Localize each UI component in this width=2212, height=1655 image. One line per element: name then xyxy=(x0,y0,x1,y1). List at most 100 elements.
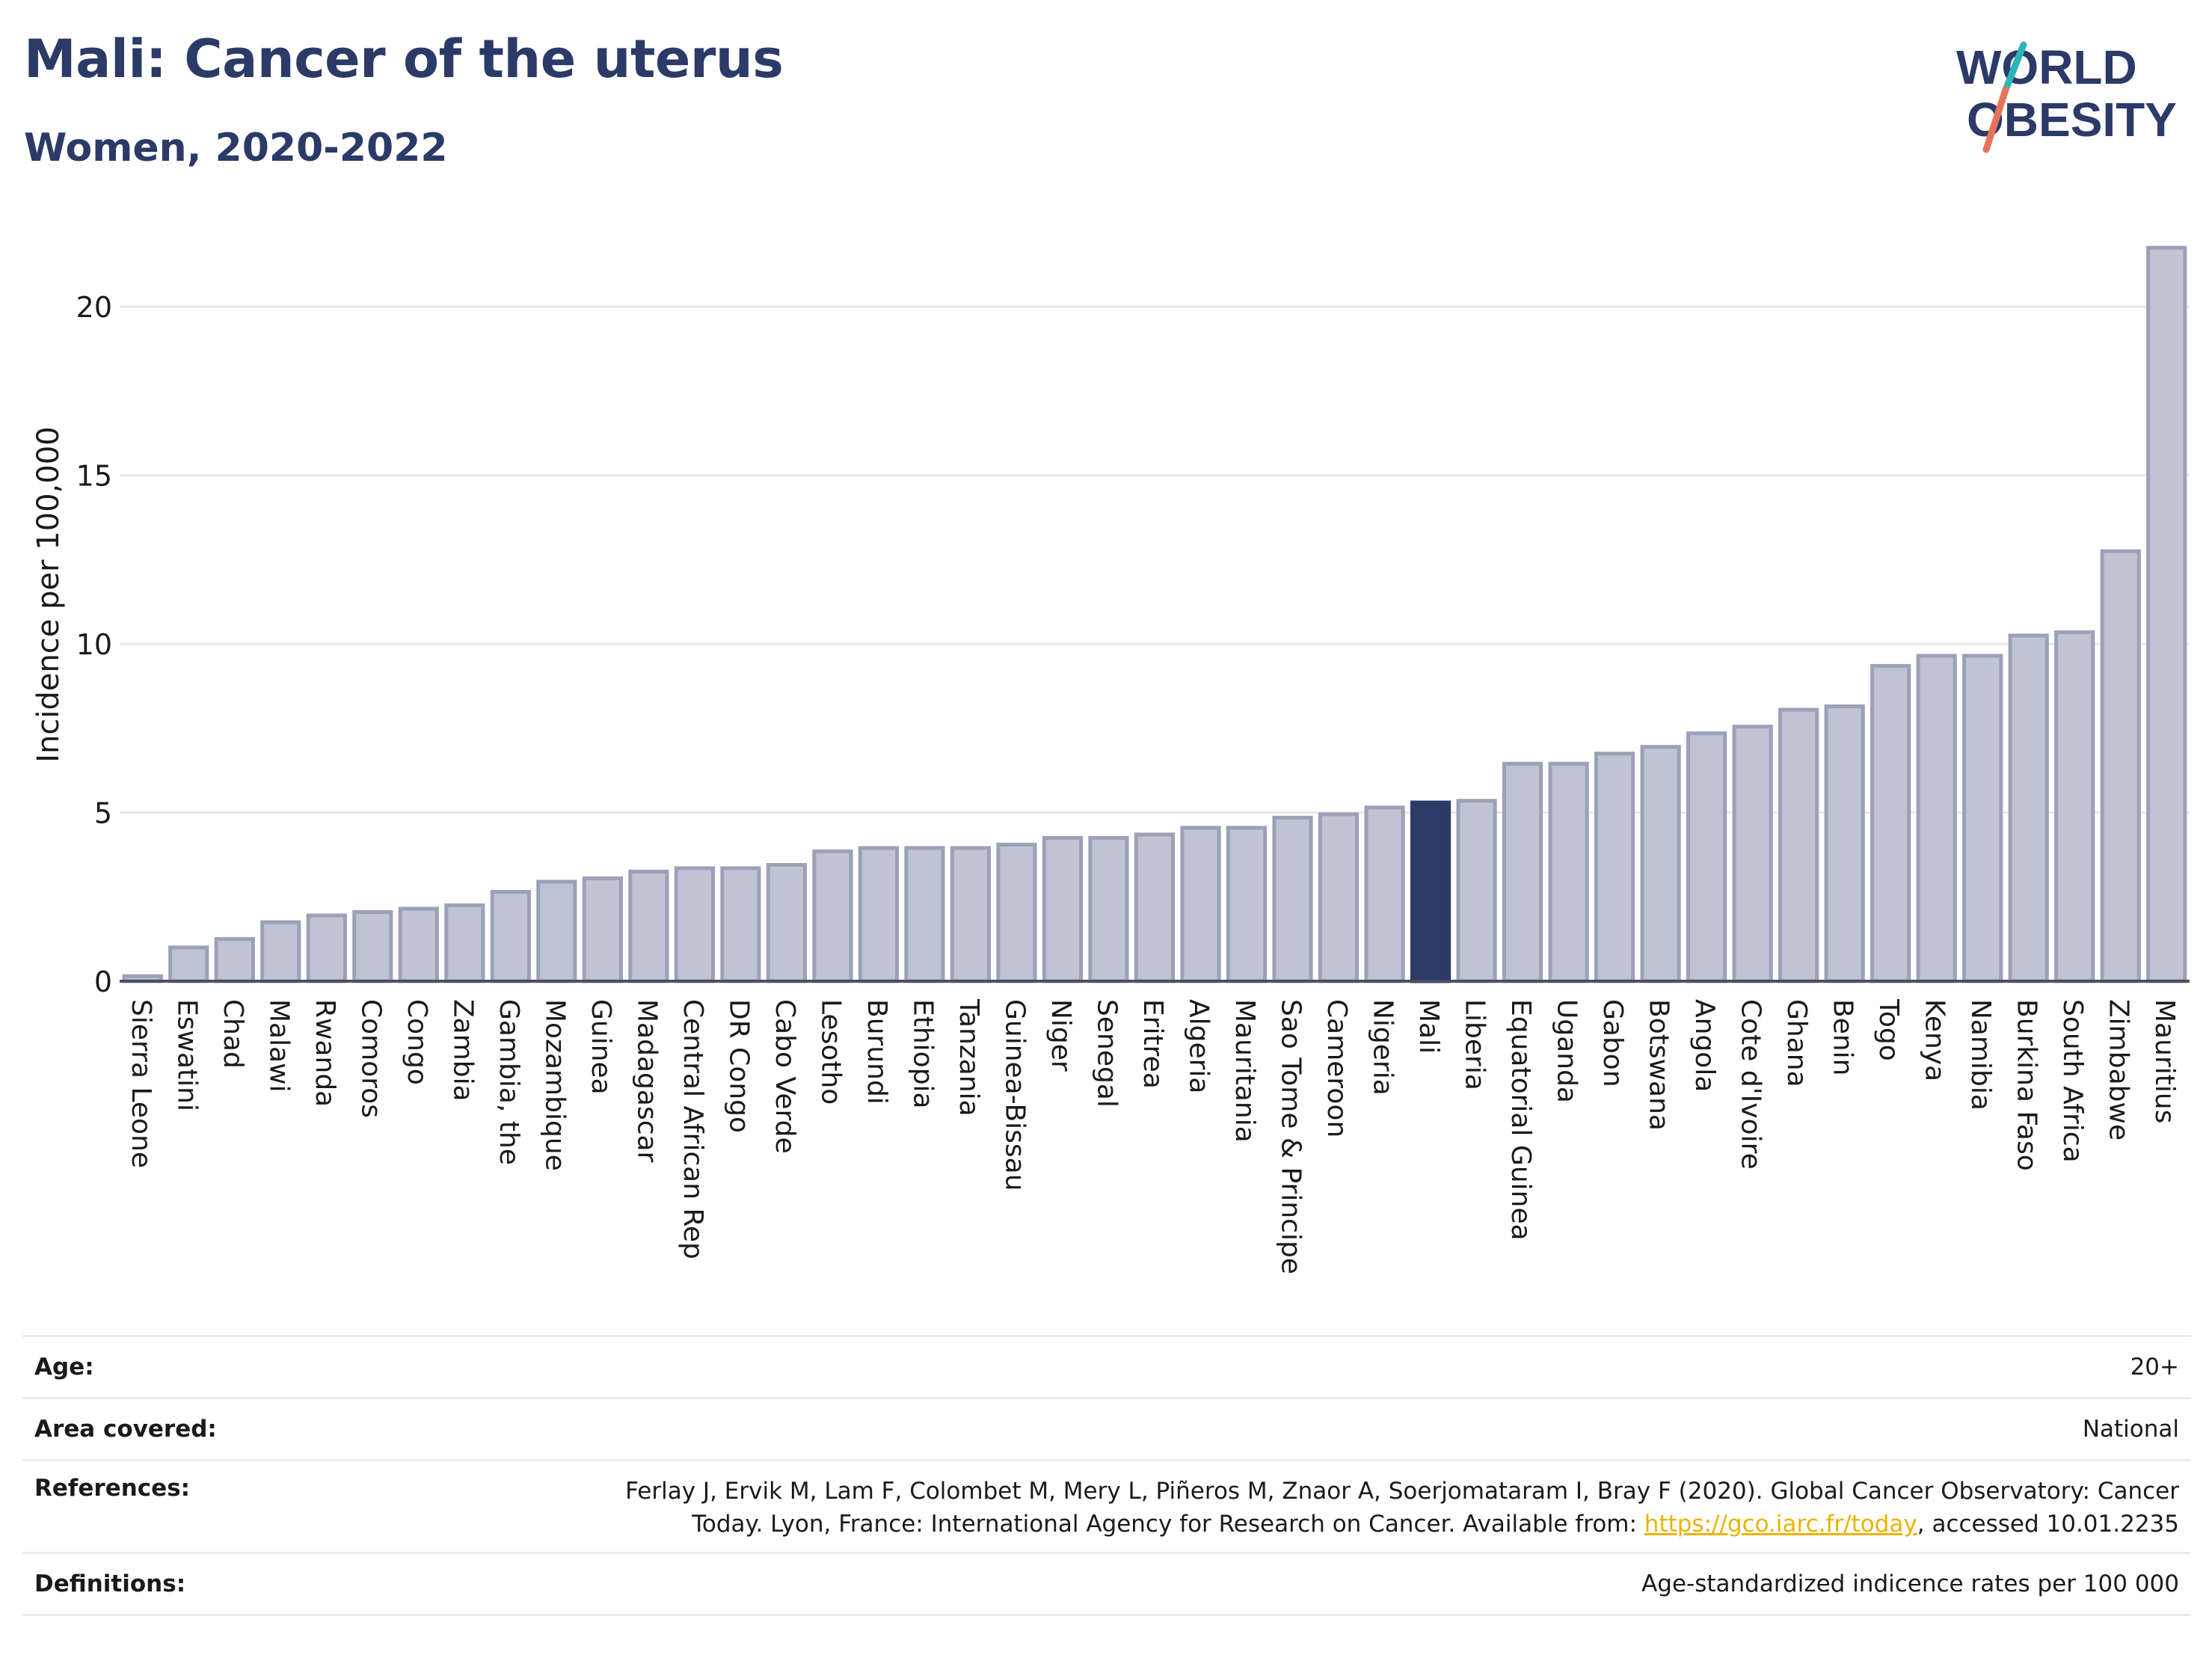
bar xyxy=(352,910,393,983)
y-tick-label: 5 xyxy=(94,797,112,830)
x-tick-label: Central African Rep xyxy=(678,999,708,1259)
bar xyxy=(2146,245,2187,983)
x-tick-label: Lesotho xyxy=(815,999,846,1105)
bar xyxy=(582,876,623,983)
bar xyxy=(858,846,900,983)
bar xyxy=(1180,826,1221,983)
bar xyxy=(720,866,761,983)
bar xyxy=(444,903,485,983)
bar xyxy=(490,890,531,983)
bar xyxy=(1456,799,1497,983)
chart-subtitle: Women, 2020-2022 xyxy=(24,126,448,171)
bar xyxy=(260,920,301,983)
x-tick-label: Malawi xyxy=(263,999,294,1093)
references-text-line2: Today. Lyon, France: International Agenc… xyxy=(692,1511,1644,1538)
bar xyxy=(1870,663,1911,983)
bar xyxy=(536,879,577,983)
area-label: Area covered: xyxy=(34,1416,217,1443)
x-tick-label: Botswana xyxy=(1644,999,1674,1131)
bar xyxy=(1226,826,1268,983)
definitions-value: Age-standardized indicence rates per 100… xyxy=(1641,1570,2179,1597)
bar xyxy=(1778,707,1819,983)
bar xyxy=(812,849,853,983)
meta-row-area: Area covered: National xyxy=(22,1397,2191,1459)
y-tick-label: 10 xyxy=(76,628,112,661)
x-tick-label: Sao Tome & Principe xyxy=(1276,999,1306,1274)
bar xyxy=(398,906,439,983)
bar xyxy=(1916,654,1957,983)
x-tick-label: Algeria xyxy=(1184,999,1214,1094)
bar xyxy=(1548,761,1589,983)
bar xyxy=(1502,761,1543,983)
meta-row-definitions: Definitions: Age-standardized indicence … xyxy=(22,1552,2191,1616)
age-label: Age: xyxy=(34,1354,94,1381)
references-link[interactable]: https://gco.iarc.fr/today xyxy=(1644,1511,1917,1538)
x-tick-label: Mali xyxy=(1413,999,1444,1054)
y-tick-label: 0 xyxy=(94,965,112,998)
x-tick-label: Niger xyxy=(1045,999,1076,1072)
y-axis-label: Incidence per 100,000 xyxy=(31,426,66,763)
meta-row-references: References: Ferlay J, Ervik M, Lam F, Co… xyxy=(22,1459,2191,1552)
x-tick-label: Zambia xyxy=(447,999,478,1102)
bar xyxy=(168,945,209,983)
x-tick-label: Cameroon xyxy=(1321,999,1352,1137)
x-tick-label: Namibia xyxy=(1965,999,1996,1111)
y-tick-label: 15 xyxy=(76,460,112,493)
bars xyxy=(122,245,2187,983)
references-value: Ferlay J, Ervik M, Lam F, Colombet M, Me… xyxy=(625,1475,2191,1541)
x-tick-label: Ethiopia xyxy=(907,999,938,1109)
area-value: National xyxy=(2082,1416,2179,1443)
definitions-label: Definitions: xyxy=(34,1570,186,1597)
bar xyxy=(1134,832,1176,983)
bar-chart: 0 5 10 15 20 Sierra Leone Eswatini Chad Malawi R… xyxy=(31,245,2190,1274)
x-tick-label: Rwanda xyxy=(310,999,340,1107)
bar xyxy=(766,862,808,983)
references-label: References: xyxy=(34,1475,191,1502)
x-tick-label: South Africa xyxy=(2057,999,2088,1163)
x-tick-label: Zimbabwe xyxy=(2104,999,2134,1140)
bar xyxy=(1364,805,1405,983)
x-tick-label: Kenya xyxy=(1920,999,1950,1081)
x-tick-label: Uganda xyxy=(1552,999,1582,1103)
metadata-table: Age: 20+ Area covered: National Referenc… xyxy=(22,1335,2191,1616)
bar-highlighted xyxy=(1410,800,1451,983)
x-tick-label: Eswatini xyxy=(171,999,202,1111)
x-tick-label: Madagascar xyxy=(631,999,662,1163)
world-obesity-logo: WORLD OBESITY xyxy=(1956,40,2177,153)
x-tick-label: Gabon xyxy=(1597,999,1628,1087)
chart-title: Mali: Cancer of the uterus xyxy=(24,28,784,90)
bar xyxy=(674,866,715,983)
x-tick-label: Tanzania xyxy=(953,998,984,1117)
x-tick-label: Mozambique xyxy=(539,999,570,1171)
bar xyxy=(1732,725,1773,983)
x-tick-label: Mauritius xyxy=(2149,999,2180,1123)
bar xyxy=(1318,812,1360,983)
bar xyxy=(628,869,669,983)
x-axis-labels: Sierra Leone Eswatini Chad Malawi Rwanda Como… xyxy=(126,998,2180,1274)
x-tick-label: Togo xyxy=(1873,998,1904,1061)
bar xyxy=(1088,835,1129,983)
x-tick-label: Gambia, the xyxy=(494,999,524,1165)
bar xyxy=(950,846,992,983)
bar xyxy=(1042,835,1084,983)
x-tick-label: Burundi xyxy=(861,999,892,1105)
references-text-line2-end: , accessed 10.01.2235 xyxy=(1917,1511,2179,1538)
x-tick-label: Nigeria xyxy=(1368,999,1398,1096)
x-tick-label: Guinea-Bissau xyxy=(999,999,1030,1191)
x-tick-label: Eritrea xyxy=(1137,999,1168,1089)
x-tick-label: Benin xyxy=(1828,999,1858,1075)
bar xyxy=(1686,731,1727,983)
x-tick-label: Equatorial Guinea xyxy=(1505,999,1536,1241)
x-tick-label: Mauritania xyxy=(1229,999,1260,1143)
x-tick-label: Angola xyxy=(1689,999,1720,1092)
x-tick-label: Liberia xyxy=(1460,999,1490,1090)
x-tick-label: Chad xyxy=(218,999,248,1069)
bar xyxy=(2054,630,2095,983)
bar xyxy=(2100,549,2141,983)
bar xyxy=(904,846,945,983)
x-tick-label: Burkina Faso xyxy=(2012,999,2042,1171)
bar xyxy=(1824,704,1865,983)
x-tick-label: DR Congo xyxy=(723,999,754,1133)
y-tick-label: 20 xyxy=(76,291,112,324)
svg-text:WORLD: WORLD xyxy=(1956,40,2137,94)
